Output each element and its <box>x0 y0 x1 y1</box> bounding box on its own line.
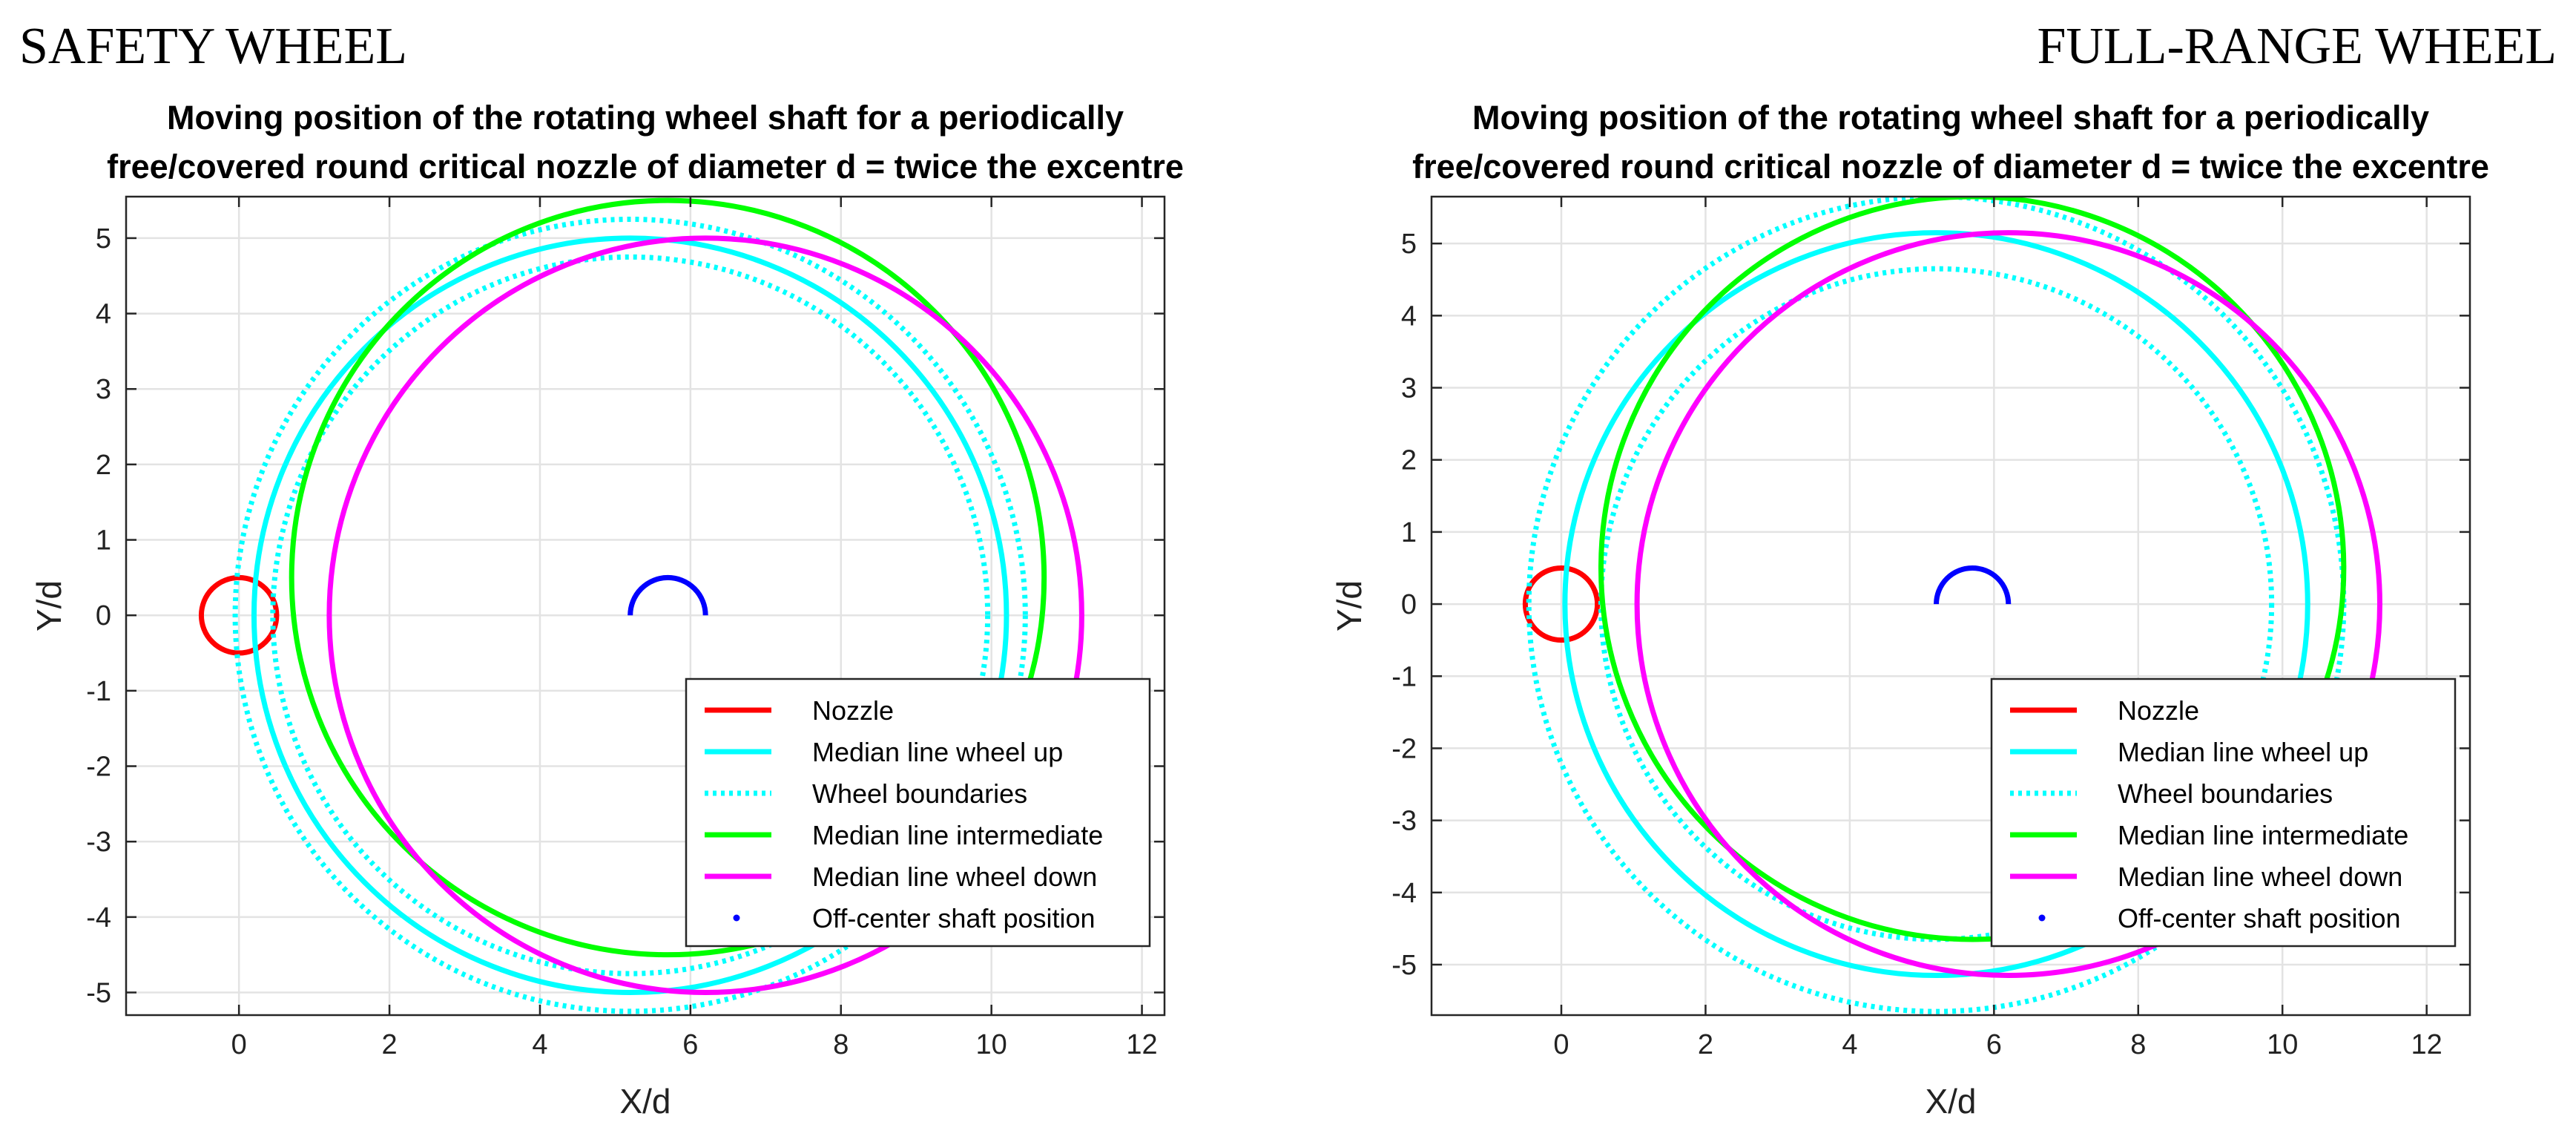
y-tick-label: 0 <box>1401 589 1417 620</box>
series-median-line-wheel-down <box>1634 230 2382 979</box>
y-tick-label: 4 <box>96 299 111 330</box>
axes-frame <box>125 195 1166 1017</box>
chart-subtitle: free/covered round critical nozzle of di… <box>107 148 1184 186</box>
legend-label-off-center-shaft-position: Off-center shaft position <box>2118 903 2401 933</box>
legend-label-median-line-wheel-up: Median line wheel up <box>812 737 1063 767</box>
legend-label-nozzle: Nozzle <box>2118 695 2199 726</box>
x-tick-label: 10 <box>2267 1029 2298 1060</box>
y-tick-label: 4 <box>1401 301 1417 332</box>
panel-heading-safety-wheel: SAFETY WHEEL <box>19 18 408 75</box>
y-tick-label: -5 <box>86 978 111 1009</box>
y-tick-label: -2 <box>86 752 111 783</box>
panel-heading-full-range-wheel: FULL-RANGE WHEEL <box>2037 18 2557 75</box>
legend-box <box>1990 677 2457 948</box>
chart-panel-2: Moving position of the rotating wheel sh… <box>1330 99 2489 1120</box>
series-median-line-wheel-up <box>251 235 1009 996</box>
y-tick-label: 1 <box>1401 517 1417 548</box>
legend: Nozzle Median line wheel up Wheel boundari… <box>685 677 1151 948</box>
legend: Nozzle Median line wheel up Wheel boundari… <box>1990 677 2457 948</box>
x-tick-label: 6 <box>1986 1029 2002 1060</box>
x-tick-label: 0 <box>231 1029 247 1060</box>
x-tick-label: 0 <box>1553 1029 1569 1060</box>
x-tick-label: 10 <box>976 1029 1007 1060</box>
x-tick-label: 12 <box>2411 1029 2442 1060</box>
chart-title: Moving position of the rotating wheel sh… <box>1472 99 2429 137</box>
y-tick-label: 0 <box>96 600 111 631</box>
legend-label-median-line-intermediate: Median line intermediate <box>812 820 1103 850</box>
chart-panel-1: Moving position of the rotating wheel sh… <box>30 99 1184 1120</box>
y-tick-label: -5 <box>1391 950 1417 981</box>
x-tick-label: 4 <box>532 1029 547 1060</box>
series-median-line-wheel-up <box>1562 230 2310 979</box>
y-tick-label: -3 <box>1391 806 1417 837</box>
x-tick-label: 4 <box>1842 1029 1857 1060</box>
chart-title: Moving position of the rotating wheel sh… <box>167 99 1124 137</box>
series-median-line-wheel-down <box>326 235 1084 996</box>
series-group <box>198 197 1084 1014</box>
y-axis-label: Y/d <box>30 580 68 631</box>
legend-label-off-center-shaft-position: Off-center shaft position <box>812 903 1096 933</box>
y-tick-label: 3 <box>96 374 111 405</box>
x-tick-label: 2 <box>382 1029 398 1060</box>
chart-subtitle: free/covered round critical nozzle of di… <box>1412 148 2489 186</box>
series-median-line-intermediate <box>289 197 1047 958</box>
series-off-center-shaft-position <box>1934 565 2012 605</box>
y-tick-label: -1 <box>86 676 111 707</box>
x-tick-label: 8 <box>833 1029 849 1060</box>
x-tick-label: 2 <box>1698 1029 1713 1060</box>
legend-label-median-line-wheel-down: Median line wheel down <box>812 862 1097 892</box>
y-tick-label: 3 <box>1401 373 1417 404</box>
series-median-line-intermediate <box>1598 197 2347 942</box>
legend-swatch-off-center-shaft-position <box>2038 914 2046 922</box>
y-tick-label: -2 <box>1391 733 1417 764</box>
x-axis-label: X/d <box>619 1082 671 1120</box>
y-tick-label: -1 <box>1391 661 1417 692</box>
y-tick-label: 1 <box>96 525 111 557</box>
y-tick-label: 5 <box>1401 229 1417 260</box>
y-tick-label: -4 <box>86 902 111 933</box>
legend-label-wheel-boundaries: Wheel boundaries <box>812 778 1027 809</box>
series-wheel-boundaries-1 <box>270 254 991 977</box>
y-tick-label: -4 <box>1391 878 1417 909</box>
legend-swatch-off-center-shaft-position <box>733 914 740 922</box>
legend-label-nozzle: Nozzle <box>812 695 894 726</box>
series-off-center-shaft-position <box>627 575 708 616</box>
series-nozzle <box>198 574 280 656</box>
y-tick-label: 5 <box>96 223 111 255</box>
y-tick-label: -3 <box>86 827 111 858</box>
series-group <box>1522 197 2382 1014</box>
legend-label-median-line-intermediate: Median line intermediate <box>2118 820 2408 850</box>
series-nozzle <box>1522 565 1601 643</box>
legend-box <box>685 677 1151 948</box>
y-tick-label: 2 <box>96 450 111 481</box>
y-axis-label: Y/d <box>1330 580 1368 631</box>
legend-label-median-line-wheel-up: Median line wheel up <box>2118 737 2368 767</box>
x-tick-label: 8 <box>2130 1029 2146 1060</box>
y-tick-label: 2 <box>1401 445 1417 476</box>
x-tick-label: 6 <box>682 1029 698 1060</box>
series-wheel-boundaries-2 <box>232 216 1028 1014</box>
legend-label-wheel-boundaries: Wheel boundaries <box>2118 778 2333 809</box>
axes-frame <box>1430 195 2471 1017</box>
x-tick-label: 12 <box>1126 1029 1157 1060</box>
legend-label-median-line-wheel-down: Median line wheel down <box>2118 862 2402 892</box>
series-wheel-boundaries-2 <box>1526 197 2347 1014</box>
x-axis-label: X/d <box>1925 1082 1976 1120</box>
